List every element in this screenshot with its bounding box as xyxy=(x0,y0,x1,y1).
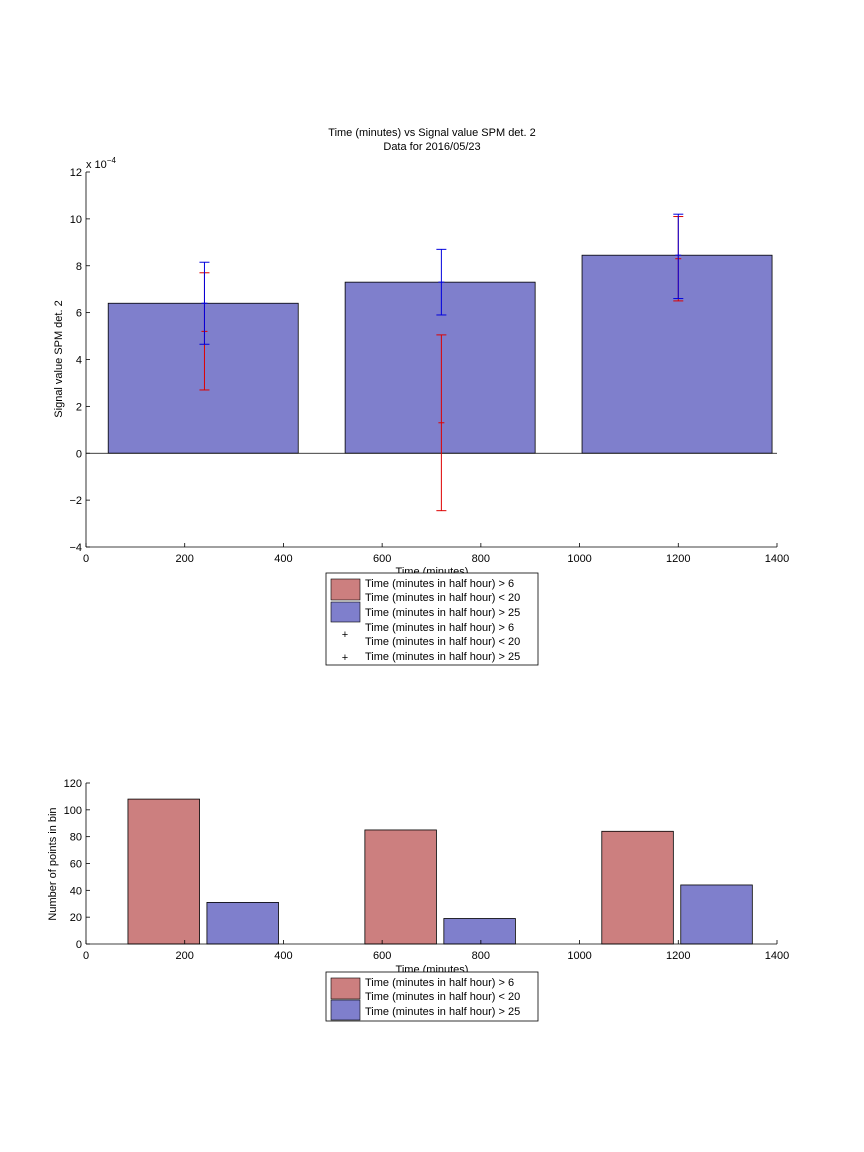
legend-label-marker-short-2: Time (minutes in half hour) < 20 xyxy=(365,636,520,648)
legend-box xyxy=(325,572,539,666)
x-tick-label: 1400 xyxy=(765,553,789,565)
y-tick-label: 4 xyxy=(76,355,82,367)
count-bar-long xyxy=(680,884,753,945)
count-chart: 0 200 400 600 800 1000 1200 1400 0 20 40 60 80 100 120… xyxy=(47,778,790,1022)
x-tick-label: 600 xyxy=(373,553,391,565)
count-bar-short xyxy=(601,830,674,945)
y-tick-label: 10 xyxy=(70,214,82,226)
error-bars xyxy=(199,213,684,512)
signal-bar xyxy=(581,254,773,454)
count-bars xyxy=(127,798,753,945)
legend-label-short-1: Time (minutes in half hour) > 6 xyxy=(365,578,514,590)
legend-label-long: Time (minutes in half hour) > 25 xyxy=(365,607,520,619)
y-tick-label: 0 xyxy=(76,939,82,951)
x-tick-label: 1200 xyxy=(666,553,690,565)
y-tick-label: 20 xyxy=(70,912,82,924)
legend-label-short-2: Time (minutes in half hour) < 20 xyxy=(365,991,520,1003)
x-tick-label: 600 xyxy=(373,950,391,962)
y-tick-label: 12 xyxy=(70,167,82,179)
count-axes: 0 200 400 600 800 1000 1200 1400 0 20 40 60 80 100 120 xyxy=(64,778,790,962)
legend-marker-short: + xyxy=(342,629,348,641)
x-tick-label: 400 xyxy=(274,553,292,565)
count-bar-short xyxy=(364,829,437,945)
x-tick-label: 1000 xyxy=(567,950,591,962)
legend-bottom: Time (minutes in half hour) > 6 Time (mi… xyxy=(325,971,539,1022)
chart-title: Time (minutes) vs Signal value SPM det. … xyxy=(328,127,535,139)
x-tick-label: 0 xyxy=(83,553,89,565)
svg-text:x 10−4: x 10−4 xyxy=(86,156,116,171)
x-tick-label: 1000 xyxy=(567,553,591,565)
y-tick-label: 80 xyxy=(70,832,82,844)
chart-subtitle: Data for 2016/05/23 xyxy=(383,141,480,153)
y-tick-label: −4 xyxy=(69,542,82,554)
legend-swatch-long xyxy=(330,601,361,623)
count-bar-short xyxy=(127,798,200,945)
legend-swatch-short xyxy=(330,578,361,601)
y-tick-label: 40 xyxy=(70,885,82,897)
signal-chart: Time (minutes) vs Signal value SPM det. … xyxy=(53,127,789,666)
legend-label-short-2: Time (minutes in half hour) < 20 xyxy=(365,592,520,604)
legend-label-long: Time (minutes in half hour) > 25 xyxy=(365,1006,520,1018)
signal-bar xyxy=(107,302,299,454)
x-tick-label: 1200 xyxy=(666,950,690,962)
legend-label-short-1: Time (minutes in half hour) > 6 xyxy=(365,977,514,989)
legend-swatch-long xyxy=(330,999,361,1021)
legend-swatch-short xyxy=(330,977,361,1000)
legend-label-marker-long: Time (minutes in half hour) > 25 xyxy=(365,651,520,663)
error-bar-long xyxy=(673,213,684,300)
x-tick-label: 200 xyxy=(176,553,194,565)
count-bar-long xyxy=(206,902,279,945)
y-tick-label: −2 xyxy=(69,495,82,507)
signal-bar xyxy=(344,281,536,454)
legend-marker-long: + xyxy=(342,652,348,664)
y-exponent-label: x 10−4 xyxy=(86,156,116,171)
x-tick-label: 200 xyxy=(176,950,194,962)
x-tick-label: 1400 xyxy=(765,950,789,962)
error-bar-long xyxy=(436,248,447,316)
x-tick-label: 800 xyxy=(472,950,490,962)
y-tick-label: 2 xyxy=(76,401,82,413)
x-tick-label: 0 xyxy=(83,950,89,962)
legend-top: Time (minutes in half hour) > 6 Time (mi… xyxy=(325,572,539,666)
error-bar-long xyxy=(199,261,210,345)
y-tick-label: 120 xyxy=(64,778,82,790)
count-bar-long xyxy=(443,918,516,945)
legend-box xyxy=(325,971,539,1022)
y-tick-label: 6 xyxy=(76,308,82,320)
signal-bars xyxy=(107,254,773,454)
y-tick-label: 60 xyxy=(70,859,82,871)
signal-axes: 0 200 400 600 800 1000 1200 1400 −4 −2 0 2 4 6 8 10 12 xyxy=(69,167,789,565)
y-axis-label: Number of points in bin xyxy=(47,807,59,920)
y-tick-label: 8 xyxy=(76,261,82,273)
y-tick-label: 0 xyxy=(76,448,82,460)
y-tick-label: 100 xyxy=(64,805,82,817)
y-axis-label: Signal value SPM det. 2 xyxy=(53,300,65,417)
x-tick-label: 800 xyxy=(472,553,490,565)
error-bar-short xyxy=(436,334,447,512)
x-tick-label: 400 xyxy=(274,950,292,962)
legend-label-marker-short-1: Time (minutes in half hour) > 6 xyxy=(365,622,514,634)
